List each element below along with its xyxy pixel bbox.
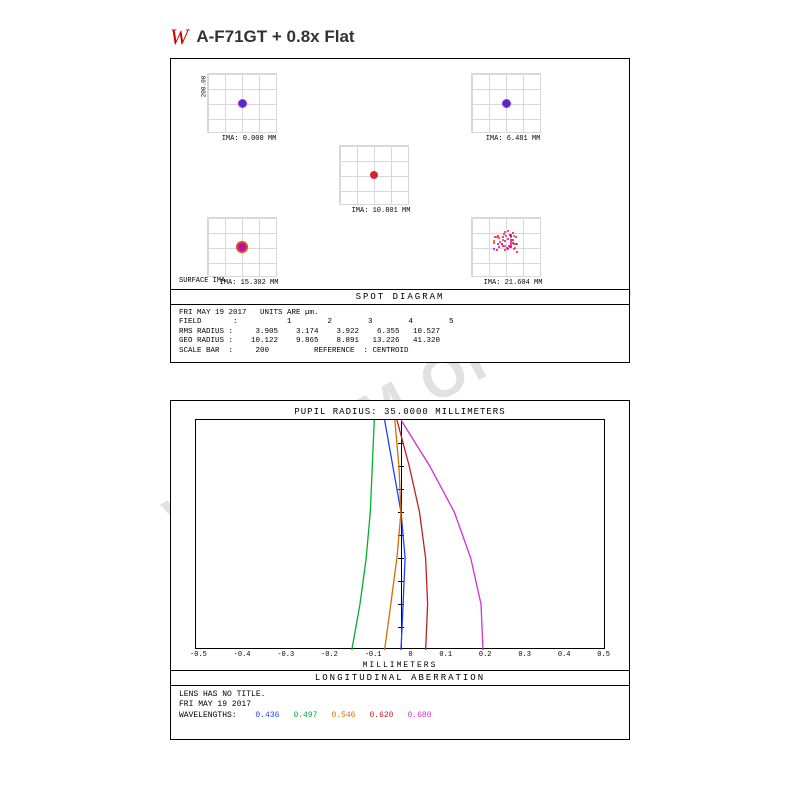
wavelength-value: 0.546 [331,711,355,720]
spot-cell-label: IMA: 15.302 MM [207,279,291,287]
spot-cell: IMA: 15.302 MM [207,217,291,289]
aberration-curve [385,420,401,650]
x-tick-label: 0.3 [518,651,531,659]
spot-grid [471,217,541,277]
spot-cell-label: IMA: 6.481 MM [471,135,555,143]
spot-diagram-title: SPOT DIAGRAM [171,289,629,305]
scale-bar-label: 200.00 [200,76,207,98]
wavelengths-label: WAVELENGTHS: [179,711,241,720]
spot-cell: IMA: 6.481 MM [471,73,555,145]
aberration-curve [401,420,483,650]
wavelength-value: 0.620 [369,711,393,720]
lens-line: LENS HAS NO TITLE. [179,690,621,700]
page-title: A-F71GT + 0.8x Flat [196,27,354,47]
x-tick-labels: -0.5 -0.4 -0.3 -0.2 -0.1 0 0.1 0.2 0.3 0.4 0.5 [190,651,610,659]
spot-cell-label: IMA: 0.000 MM [207,135,291,143]
spot-grid [207,73,277,133]
aberration-curve [385,420,406,650]
spot-cell-label: IMA: 21.604 MM [471,279,555,287]
x-tick-label: -0.2 [321,651,338,659]
aberration-info-block: LENS HAS NO TITLE.FRI MAY 19 2017WAVELEN… [171,686,629,725]
aberration-title: LONGITUDINAL ABERRATION [171,670,629,686]
x-tick-label: -0.4 [234,651,251,659]
x-tick-label: 0.5 [597,651,610,659]
spot-info-block: FRI MAY 19 2017 UNITS ARE µm. FIELD : 1 … [171,305,629,360]
x-tick-label: 0.2 [479,651,492,659]
brand-logo: W [170,24,188,50]
spot-grid [339,145,409,205]
spot-cell: 200.00IMA: 0.000 MM [207,73,291,145]
spot-cell: IMA: 21.604 MM [471,217,555,289]
aberration-curve [352,420,375,650]
spot-grid [207,217,277,277]
aberration-curves [196,420,606,650]
aberration-panel: PUPIL RADIUS: 35.0000 MILLIMETERS -0.5-0… [170,400,630,740]
x-tick-label: 0 [408,651,412,659]
x-tick-label: -0.5 [190,651,207,659]
spot-diagram-area: SURFACE IMA 200.00IMA: 0.000 MMIMA: 6.48… [171,59,629,289]
spot-grid [471,73,541,133]
page-header: W A-F71GT + 0.8x Flat [170,24,355,50]
wavelength-value: 0.680 [407,711,431,720]
x-tick-label: -0.1 [365,651,382,659]
date-line: FRI MAY 19 2017 [179,700,621,710]
x-tick-label: 0.1 [439,651,452,659]
spot-cell-label: IMA: 10.801 MM [339,207,423,215]
x-tick-label: -0.3 [277,651,294,659]
wavelength-value: 0.436 [255,711,279,720]
wavelengths-row: WAVELENGTHS: 0.436 0.497 0.546 0.620 0.680 [179,711,621,721]
spot-diagram-panel: SURFACE IMA 200.00IMA: 0.000 MMIMA: 6.48… [170,58,630,363]
x-tick-label: 0.4 [558,651,571,659]
spot-cell: IMA: 10.801 MM [339,145,423,217]
aberration-chart-title: PUPIL RADIUS: 35.0000 MILLIMETERS [171,401,629,419]
aberration-chart [195,419,605,649]
x-axis-unit: MILLIMETERS [171,661,629,670]
wavelength-value: 0.497 [293,711,317,720]
